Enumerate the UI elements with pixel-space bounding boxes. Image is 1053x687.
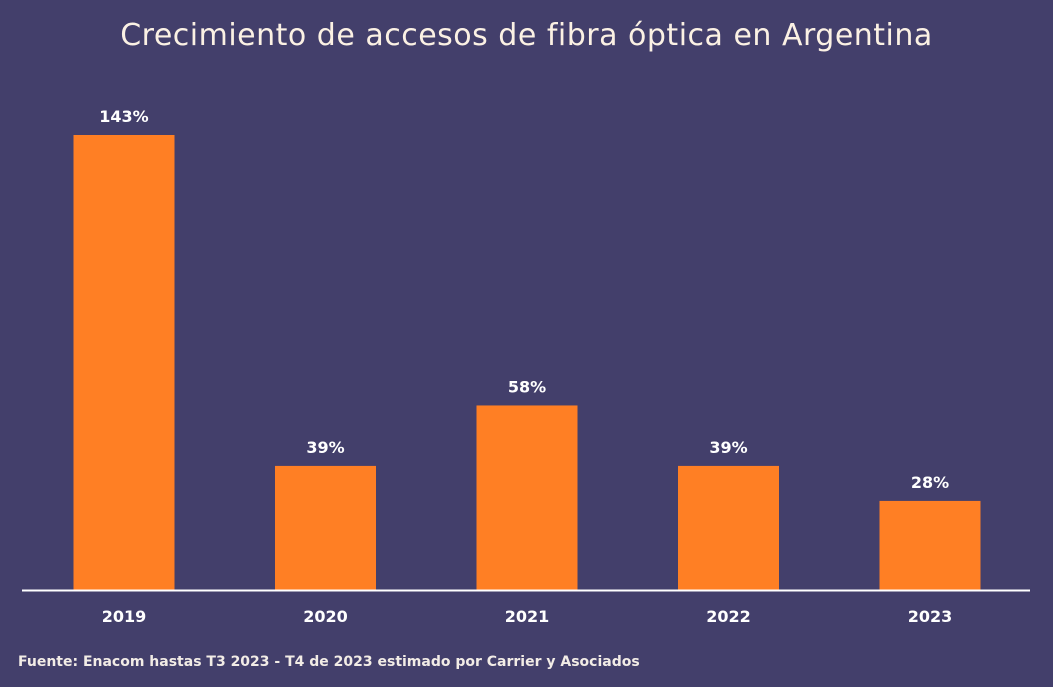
x-tick-labels-group: 2019 2020 2021 2022 2023: [102, 607, 953, 626]
value-labels-group: 143% 39% 58% 39% 28%: [99, 107, 949, 492]
value-label-2022: 39%: [709, 438, 747, 457]
bar-2023: [879, 500, 981, 590]
x-tick-label-2023: 2023: [908, 607, 953, 626]
x-tick-label-2022: 2022: [706, 607, 751, 626]
bar-2019: [73, 135, 175, 590]
x-tick-label-2021: 2021: [505, 607, 550, 626]
chart-title: Crecimiento de accesos de fibra óptica e…: [120, 18, 933, 53]
x-tick-label-2020: 2020: [303, 607, 348, 626]
bar-2022: [678, 465, 779, 590]
bar-2021: [476, 405, 578, 590]
value-label-2020: 39%: [306, 438, 344, 457]
value-label-2021: 58%: [508, 377, 546, 396]
value-label-2023: 28%: [911, 473, 949, 492]
bars-group: [73, 135, 981, 590]
value-label-2019: 143%: [99, 107, 148, 126]
x-tick-label-2019: 2019: [102, 607, 147, 626]
bar-2020: [275, 465, 376, 590]
source-note: Fuente: Enacom hastas T3 2023 - T4 de 20…: [18, 654, 640, 670]
